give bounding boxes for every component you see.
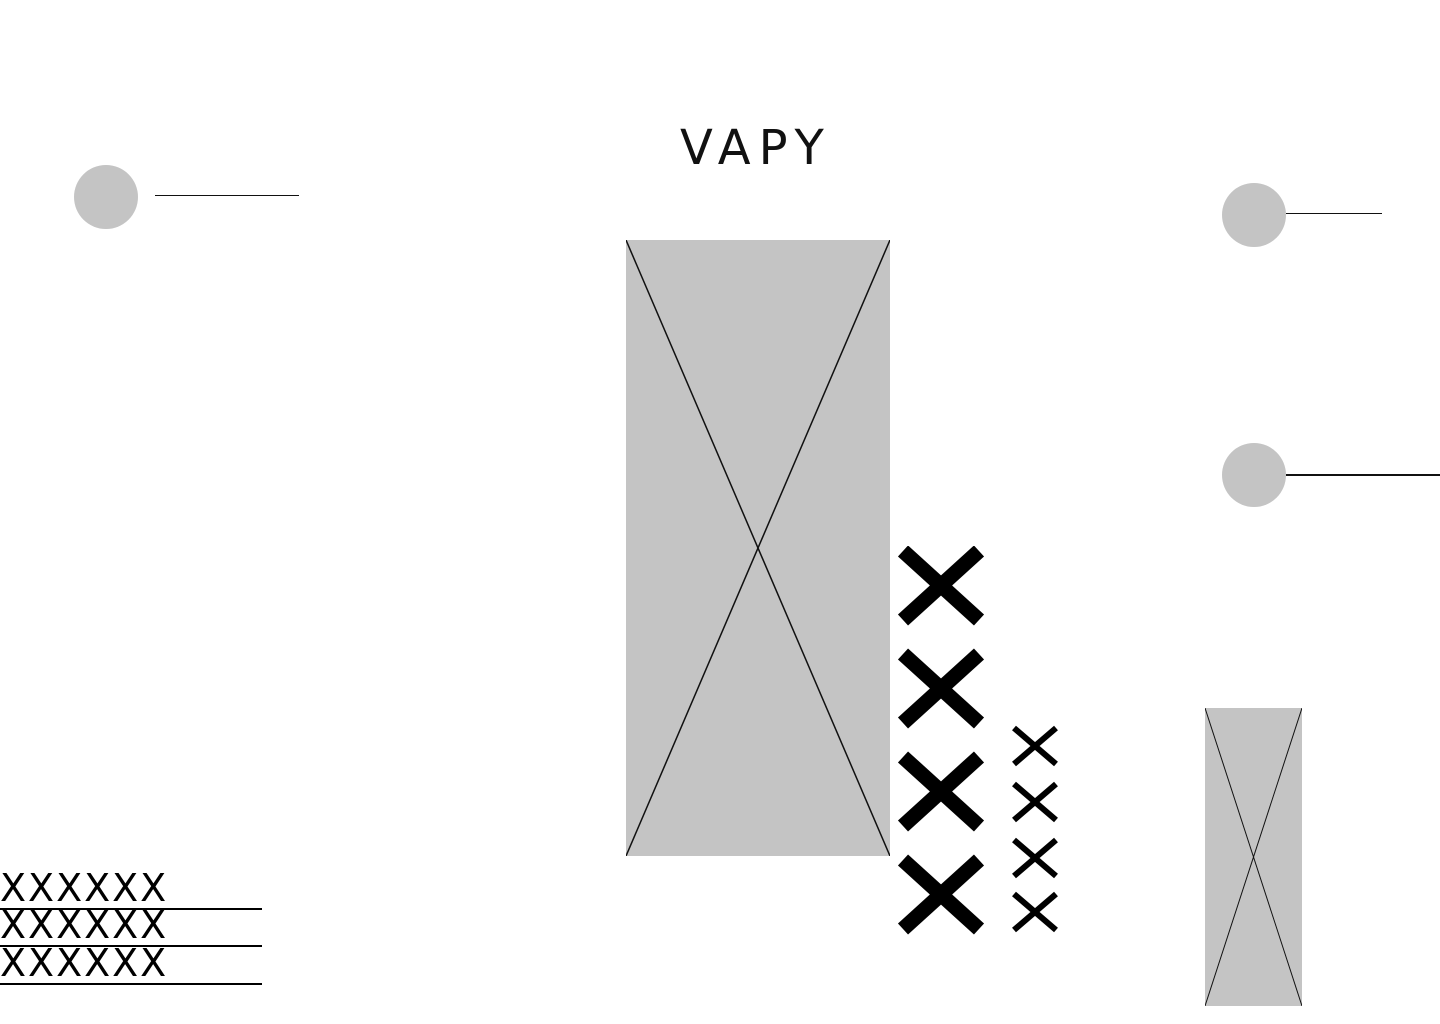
secondary-image-placeholder[interactable] bbox=[1205, 708, 1302, 1006]
placeholder-text-row[interactable]: XXXXXX bbox=[0, 944, 262, 985]
x-mark-icon bbox=[1012, 725, 1058, 767]
x-mark-icon bbox=[897, 546, 985, 626]
left-nav-line[interactable] bbox=[155, 195, 299, 196]
right-middle-nav-line[interactable] bbox=[1286, 474, 1440, 476]
x-mark-icon bbox=[897, 854, 985, 935]
right-top-circle-icon[interactable] bbox=[1222, 183, 1286, 247]
large-x-marker-column bbox=[897, 546, 985, 935]
x-mark-icon bbox=[1012, 837, 1058, 879]
main-image-placeholder[interactable] bbox=[626, 240, 890, 856]
small-x-marker-column bbox=[1012, 725, 1058, 933]
x-mark-icon bbox=[897, 751, 985, 832]
right-top-nav-line[interactable] bbox=[1286, 213, 1382, 214]
brand-title[interactable]: VAPY bbox=[680, 120, 832, 176]
x-mark-icon bbox=[897, 648, 985, 729]
image-placeholder-icon bbox=[626, 240, 890, 856]
right-middle-circle-icon[interactable] bbox=[1222, 443, 1286, 507]
image-placeholder-icon bbox=[1205, 708, 1302, 1006]
x-mark-icon bbox=[1012, 781, 1058, 823]
x-mark-icon bbox=[1012, 891, 1058, 933]
placeholder-text-row[interactable]: XXXXXX bbox=[0, 906, 262, 947]
placeholder-text-row[interactable]: XXXXXX bbox=[0, 869, 262, 910]
left-circle-icon[interactable] bbox=[74, 165, 138, 229]
